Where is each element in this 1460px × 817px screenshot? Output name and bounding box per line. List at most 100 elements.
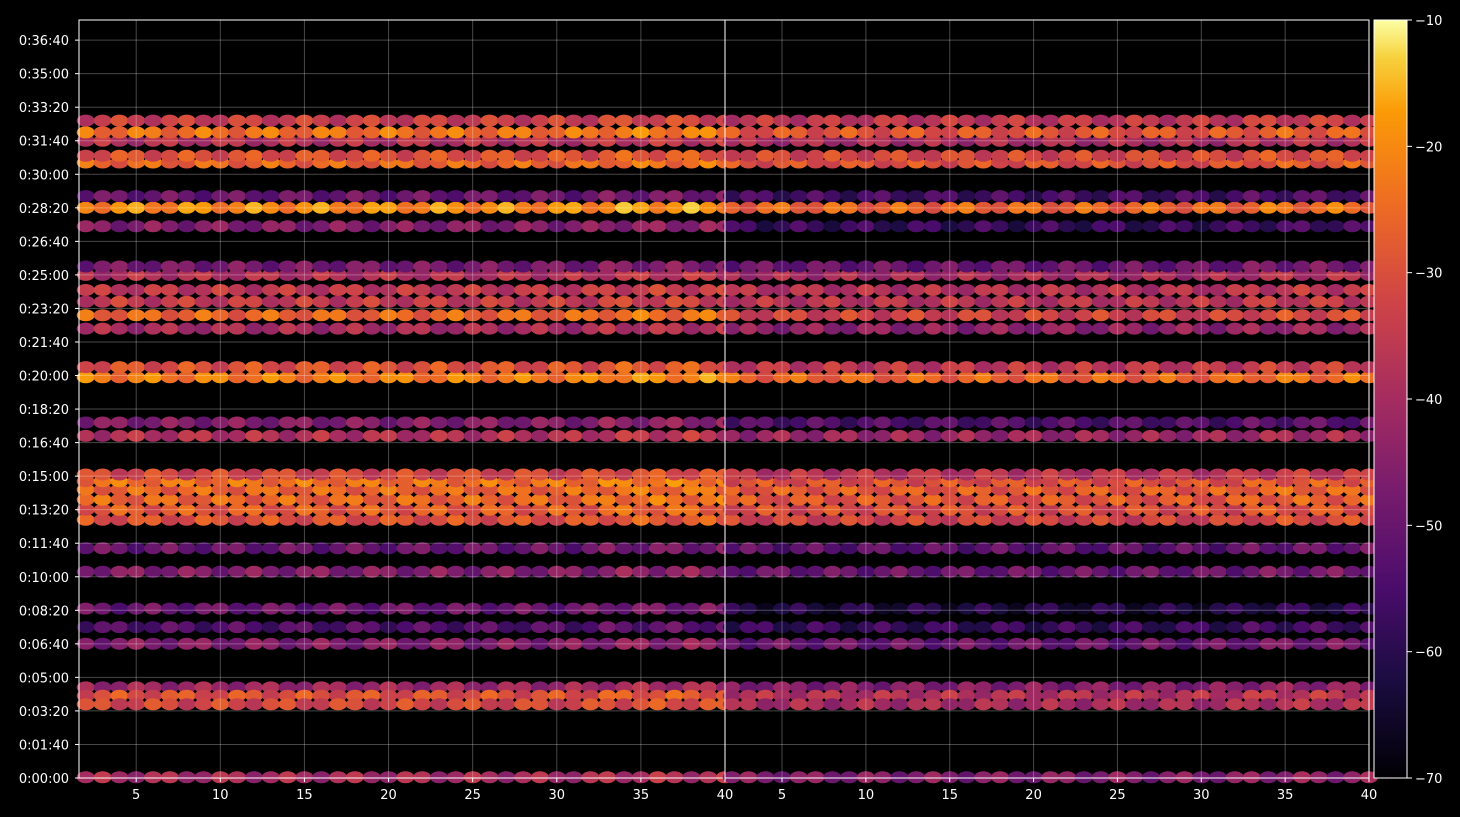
heat-cell: [739, 429, 758, 442]
heat-cell: [1259, 542, 1278, 555]
heat-cell: [615, 483, 634, 496]
heat-cell: [261, 371, 280, 384]
heat-cell: [1292, 771, 1311, 784]
heat-cell: [940, 268, 959, 281]
heat-cell: [1259, 698, 1278, 711]
heat-cell: [194, 429, 213, 442]
heat-cell: [514, 295, 533, 308]
heat-cell: [924, 637, 942, 650]
heat-cell: [345, 371, 364, 384]
heat-cell: [991, 565, 1009, 578]
heat-cell: [1058, 513, 1077, 526]
heat-cell: [1343, 602, 1362, 615]
heat-cell: [1142, 126, 1160, 139]
heat-cell: [1292, 134, 1311, 147]
heat-cell: [1142, 220, 1160, 233]
heat-cell: [530, 416, 549, 429]
heat-cell: [211, 126, 230, 139]
heat-cell: [1058, 621, 1077, 634]
heat-cell: [345, 493, 364, 506]
heat-cell: [991, 361, 1009, 374]
heat-cell: [581, 602, 600, 615]
heat-cell: [1158, 565, 1177, 578]
heat-cell: [631, 637, 650, 650]
heat-cell: [699, 771, 718, 784]
heat-cell: [1343, 468, 1362, 481]
heat-cell: [413, 565, 432, 578]
heat-cell: [1326, 771, 1345, 784]
heat-cell: [789, 284, 808, 296]
heat-cell: [547, 114, 566, 127]
heat-cell: [823, 429, 842, 442]
heat-cell: [907, 468, 926, 481]
heat-cell: [144, 493, 162, 506]
heat-cell: [379, 565, 398, 578]
heat-cell: [598, 220, 617, 233]
x-tick-label: 15: [941, 788, 958, 803]
heat-cell: [823, 542, 842, 555]
heat-cell: [682, 483, 701, 496]
heat-cell: [773, 268, 791, 281]
heat-cell: [823, 284, 842, 296]
colorbar: −10−20−30−40−50−60−70: [1373, 14, 1442, 787]
heat-cell: [1259, 429, 1278, 442]
heat-cell: [1343, 429, 1362, 442]
heat-cell: [789, 771, 808, 784]
heat-cell: [228, 295, 247, 308]
heat-cell: [1276, 284, 1295, 296]
heat-cell: [648, 429, 667, 442]
heat-cell: [76, 689, 95, 702]
heat-cell: [194, 190, 213, 203]
heat-cell: [514, 503, 533, 516]
heat-cell: [665, 771, 684, 784]
heat-cell: [194, 416, 213, 429]
heat-cell: [177, 284, 196, 296]
heat-cell: [345, 268, 364, 281]
heat-cell: [1242, 468, 1261, 481]
heat-cell: [631, 681, 650, 694]
heat-cell: [789, 689, 808, 702]
heat-cell: [93, 322, 112, 335]
heat-cell: [1309, 681, 1328, 694]
heat-cell: [160, 134, 179, 147]
heat-cell: [564, 468, 583, 481]
heat-cell: [890, 602, 909, 615]
heat-cell: [873, 361, 892, 374]
heat-cell: [413, 361, 432, 374]
heat-cell: [806, 771, 825, 784]
heat-cell: [699, 322, 718, 335]
heat-cell: [463, 429, 482, 442]
heat-cell: [564, 371, 583, 384]
colorbar-tick-label: −10: [1415, 14, 1442, 29]
heat-cell: [789, 429, 808, 442]
heat-cell: [278, 542, 297, 555]
heat-cell: [110, 260, 129, 273]
heat-cell: [957, 220, 976, 233]
heat-cell: [1309, 698, 1328, 711]
heat-cell: [907, 268, 926, 281]
heat-cell: [228, 201, 247, 214]
heat-cell: [160, 771, 179, 784]
heat-cell: [924, 483, 942, 496]
heat-cell: [1242, 295, 1261, 308]
heat-cell: [1058, 114, 1077, 127]
y-tick-label: 0:05:00: [19, 671, 69, 686]
heat-cell: [1125, 416, 1144, 429]
heat-cell: [1192, 371, 1211, 384]
heat-cell: [430, 681, 448, 694]
heat-cell: [722, 513, 741, 526]
heat-cell: [722, 322, 741, 335]
heat-cell: [76, 621, 95, 634]
heat-cell: [93, 637, 112, 650]
heat-cell: [631, 483, 650, 496]
heat-cell: [1225, 416, 1244, 429]
heat-cell: [93, 190, 112, 203]
heat-cell: [1343, 220, 1362, 233]
heat-cell: [547, 371, 566, 384]
heat-cell: [480, 483, 499, 496]
heat-cell: [278, 322, 297, 335]
heat-cell: [1091, 309, 1110, 322]
heat-cell: [789, 322, 808, 335]
heat-cell: [1142, 149, 1160, 162]
heat-cell: [194, 565, 213, 578]
